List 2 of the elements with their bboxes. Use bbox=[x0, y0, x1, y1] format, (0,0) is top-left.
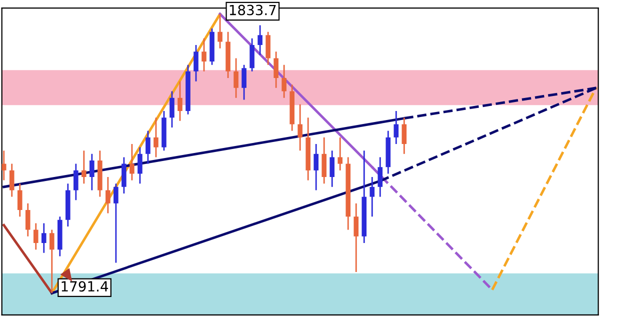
annotation: 1791.4 bbox=[62, 281, 108, 292]
annotation: 1833.7 bbox=[230, 4, 276, 16]
